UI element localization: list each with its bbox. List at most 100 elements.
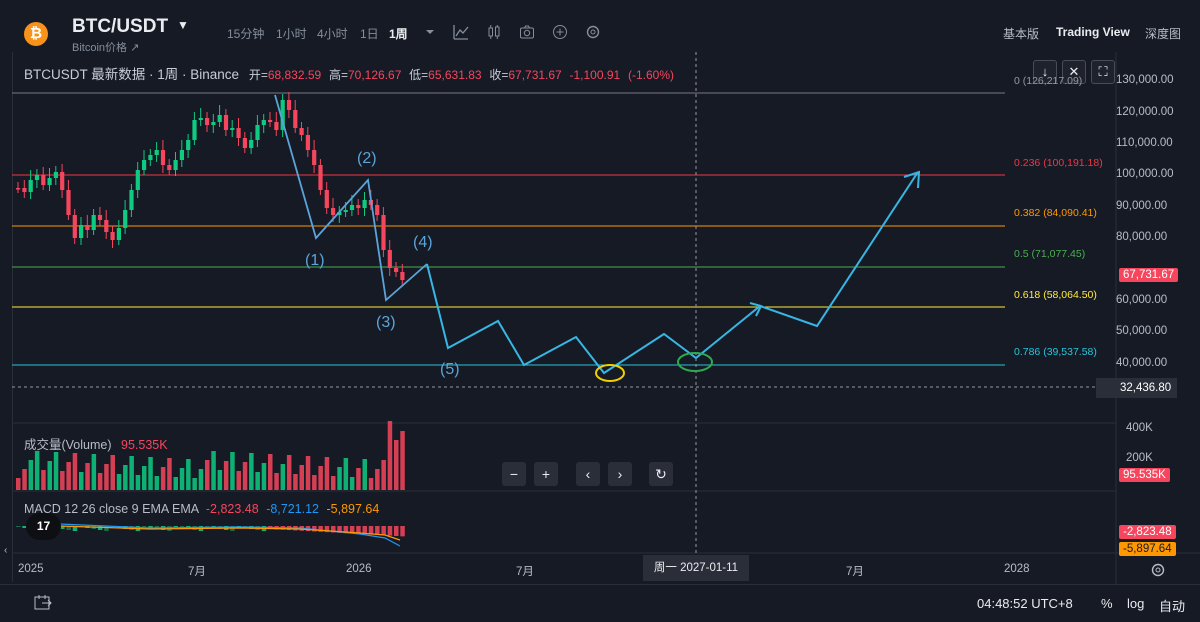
candle-body	[16, 188, 21, 190]
indicator-icon[interactable]	[453, 24, 469, 40]
plus-circle-icon[interactable]	[552, 24, 568, 40]
volume-bar	[337, 467, 342, 490]
volume-bar	[274, 473, 279, 490]
candle-body	[324, 190, 329, 208]
volume-bar	[312, 475, 317, 490]
macd-bar	[400, 526, 405, 537]
volume-bar	[217, 470, 223, 490]
view-depth[interactable]: 深度图	[1145, 27, 1182, 41]
timeframe-1h[interactable]: 1小时	[276, 27, 307, 41]
fib-label-05: 0.5 (71,077.45)	[1014, 248, 1086, 260]
date-range-icon[interactable]	[33, 594, 53, 612]
legend-change-pct: (-1.60%)	[627, 68, 674, 82]
crosshair-date-tag: 周一 2027-01-11	[643, 555, 749, 581]
time-tick: 2026	[346, 563, 372, 575]
candle-body	[394, 268, 399, 272]
time-tick: 2025	[18, 563, 44, 575]
drawing-sidebar-collapsed[interactable]	[0, 52, 13, 582]
view-tradingview[interactable]: Trading View	[1056, 25, 1130, 39]
volume-bar	[318, 466, 323, 490]
volume-bar	[394, 440, 399, 490]
settings-icon[interactable]	[585, 24, 601, 40]
caret-down-icon[interactable]: ▼	[177, 18, 189, 32]
camera-icon[interactable]	[519, 24, 535, 40]
volume-bar	[261, 463, 267, 490]
timeframe-1w[interactable]: 1周	[389, 27, 408, 41]
timeframe-1d[interactable]: 1日	[360, 27, 379, 41]
pair-subtitle-link[interactable]: Bitcoin价格 ↗	[72, 42, 140, 54]
candle-body	[343, 210, 348, 212]
volume-bar	[356, 468, 361, 490]
timeframe-4h[interactable]: 4小时	[317, 27, 348, 41]
candle-body	[337, 212, 342, 215]
time-tick: 7月	[846, 566, 864, 578]
volume-bar	[41, 470, 46, 490]
fib-label-0618: 0.618 (58,064.50)	[1014, 289, 1097, 301]
bottom-toolbar	[0, 584, 1200, 622]
candle-body	[387, 250, 392, 268]
candle-body	[198, 118, 203, 120]
reset-chart-button[interactable]: ↻	[649, 462, 673, 486]
macd-bar	[16, 526, 21, 527]
candle-body	[85, 225, 90, 230]
candle-body	[123, 210, 128, 228]
candle-type-icon[interactable]	[486, 24, 502, 40]
candle-body	[274, 122, 279, 130]
timeframe-15m[interactable]: 15分钟	[227, 27, 265, 41]
fullscreen-button[interactable]: ⛶	[1091, 60, 1115, 84]
volume-bar	[148, 457, 153, 490]
chart-area[interactable]	[0, 52, 1200, 582]
zoom-in-button[interactable]: +	[534, 462, 558, 486]
candle-body	[91, 215, 96, 230]
signal-line	[59, 525, 401, 541]
volume-bar	[173, 477, 178, 490]
fib-label-0: 0 (126,217.09)	[1014, 75, 1083, 87]
macd-bar	[60, 526, 65, 529]
volume-bar	[375, 469, 380, 490]
axis-settings-icon[interactable]	[1150, 562, 1166, 578]
scroll-right-button[interactable]: ›	[608, 462, 632, 486]
candle-body	[60, 172, 65, 190]
auto-toggle[interactable]: 自动	[1159, 599, 1186, 614]
chevron-down-icon[interactable]	[422, 24, 438, 40]
candle-body	[110, 232, 115, 240]
percent-toggle[interactable]: %	[1101, 596, 1113, 611]
scroll-down-button[interactable]: ↓	[1033, 60, 1057, 84]
candle-body	[129, 190, 134, 210]
candle-body	[167, 165, 172, 170]
zoom-out-button[interactable]: −	[502, 462, 526, 486]
macd-bar	[142, 526, 147, 527]
volume-bar	[293, 474, 298, 490]
legend-symbol: BTCUSDT 最新数据 · 1周 · Binance	[24, 67, 240, 82]
fib-label-0786: 0.786 (39,537.58)	[1014, 346, 1097, 358]
candle-body	[72, 215, 77, 238]
scroll-left-button[interactable]: ‹	[576, 462, 600, 486]
bitcoin-icon: ₿	[24, 22, 48, 46]
pair-selector[interactable]: BTC/USDT	[72, 16, 169, 37]
view-basic[interactable]: 基本版	[1003, 27, 1040, 41]
volume-bar	[192, 478, 197, 490]
macd-bar	[394, 526, 399, 536]
volume-bar	[305, 456, 311, 490]
elliott-wave-line	[274, 94, 428, 302]
green-ellipse-marker	[677, 352, 713, 372]
macd-hist-value: -5,897.64	[326, 502, 380, 516]
volume-bar	[343, 458, 349, 490]
volume-bar	[198, 469, 204, 490]
collapse-button[interactable]: ✕	[1062, 60, 1086, 84]
macd-bar	[318, 526, 323, 532]
log-toggle[interactable]: log	[1127, 596, 1145, 611]
expand-sidebar-icon[interactable]: ‹	[4, 545, 8, 556]
volume-tick: 200K	[1126, 452, 1153, 464]
candle-body	[312, 150, 317, 165]
candle-body	[223, 115, 229, 130]
volume-bar	[230, 452, 235, 490]
price-tick: 80,000.00	[1116, 231, 1168, 243]
candle-body	[41, 175, 46, 185]
volume-bar	[205, 460, 210, 490]
volume-header: 成交量(Volume) 95.535K	[24, 434, 168, 453]
macd-bar	[375, 526, 380, 535]
price-tick: 40,000.00	[1116, 357, 1168, 369]
tradingview-logo[interactable]: 17	[26, 513, 61, 540]
